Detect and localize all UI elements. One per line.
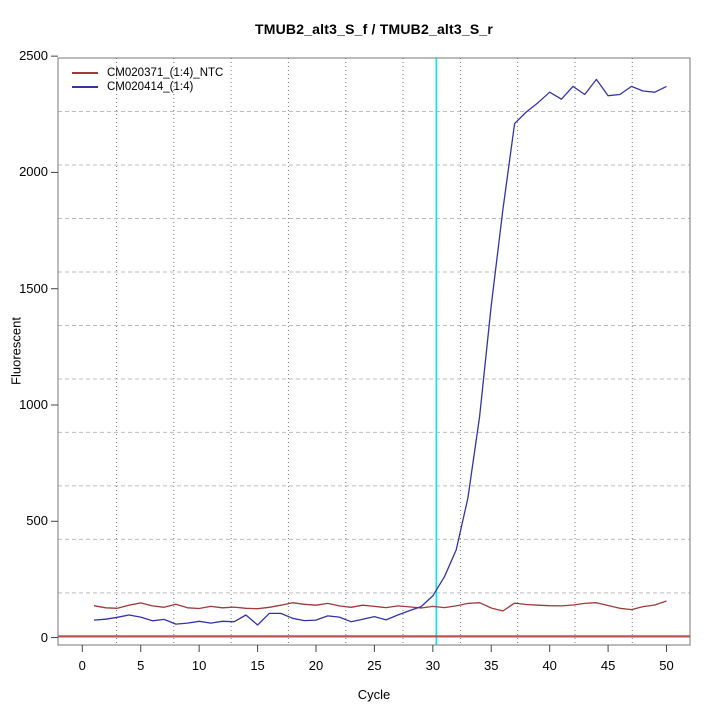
legend: CM020371_(1:4)_NTC CM020414_(1:4) <box>72 66 223 94</box>
y-tick-label: 500 <box>26 513 48 529</box>
trace-ntc <box>93 600 667 612</box>
y-axis-label: Fluorescent <box>8 317 24 385</box>
x-tick-label: 35 <box>484 658 499 673</box>
legend-entry-sample: CM020414_(1:4) <box>72 80 223 94</box>
legend-swatch-sample-line <box>72 86 98 88</box>
x-tick-label: 0 <box>78 658 86 673</box>
legend-entry-ntc: CM020371_(1:4)_NTC <box>72 66 223 80</box>
x-tick-label: 45 <box>600 658 616 673</box>
chart-title: TMUB2_alt3_S_f / TMUB2_alt3_S_r <box>254 21 494 37</box>
x-tick-label: 10 <box>191 658 207 673</box>
x-tick-label: 25 <box>367 658 382 673</box>
x-axis-label: Cycle <box>357 687 391 702</box>
trace-sample <box>93 78 667 626</box>
x-tick-label: 50 <box>659 658 674 673</box>
legend-label-sample: CM020414_(1:4) <box>107 81 194 93</box>
x-tick-label: 15 <box>250 658 265 673</box>
x-tick-label: 5 <box>137 658 145 673</box>
y-tick-label: 2000 <box>19 164 48 180</box>
x-tick-label: 20 <box>308 658 324 673</box>
y-tick-label: 1000 <box>19 396 48 412</box>
legend-swatch-ntc-line <box>72 72 98 74</box>
y-tick-label: 0 <box>40 629 48 645</box>
x-tick-label: 30 <box>425 658 441 673</box>
y-tick-label: 2500 <box>19 48 48 64</box>
legend-label-ntc: CM020371_(1:4)_NTC <box>107 67 224 79</box>
plot-frame <box>57 57 691 646</box>
y-tick-label: 1500 <box>19 280 48 296</box>
x-tick-label: 40 <box>542 658 557 673</box>
